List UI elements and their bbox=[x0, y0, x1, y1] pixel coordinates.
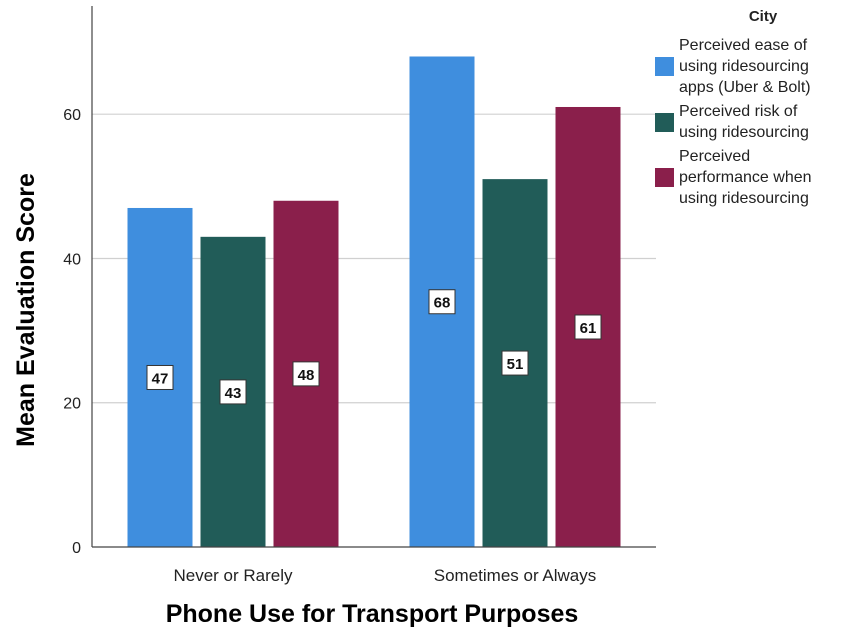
axes bbox=[91, 6, 656, 548]
y-axis-title: Mean Evaluation Score bbox=[12, 173, 40, 447]
data-label-box bbox=[574, 314, 602, 340]
legend-title: City bbox=[748, 8, 778, 25]
legend-items: Perceived ease of using ridesourcing app… bbox=[654, 35, 844, 209]
data-labels: 47 43 48 68 51 61 bbox=[146, 289, 602, 405]
legend-swatch bbox=[655, 57, 674, 76]
data-label-box bbox=[292, 361, 320, 387]
y-tick-label: 0 bbox=[72, 540, 81, 557]
data-label: 43 bbox=[225, 385, 242, 402]
bars bbox=[127, 56, 621, 547]
x-tick-label: Never or Rarely bbox=[173, 566, 293, 585]
data-label: 48 bbox=[298, 367, 315, 384]
y-tick-label: 40 bbox=[63, 251, 81, 268]
legend-swatch bbox=[655, 112, 674, 132]
data-label: 61 bbox=[580, 320, 597, 337]
y-tick-label: 60 bbox=[63, 107, 81, 124]
data-label: 68 bbox=[434, 295, 451, 312]
legend-swatch bbox=[655, 168, 674, 187]
y-tick-label: 20 bbox=[63, 396, 81, 413]
legend-item: Perceived ease of using ridesourcing app… bbox=[654, 35, 844, 98]
data-label: 47 bbox=[152, 370, 169, 387]
data-label-box bbox=[146, 364, 174, 390]
legend-item: Perceived performance when using ridesou… bbox=[654, 146, 844, 209]
data-label-box bbox=[428, 289, 456, 315]
data-label-box bbox=[219, 379, 247, 405]
legend-label: Perceived ease of using ridesourcing app… bbox=[679, 37, 811, 96]
x-axis-title: Phone Use for Transport Purposes bbox=[166, 600, 579, 628]
legend-item: Perceived risk of using ridesourcing bbox=[654, 101, 844, 143]
legend-label: Perceived risk of using ridesourcing bbox=[679, 103, 809, 141]
legend-label: Perceived performance when using ridesou… bbox=[679, 148, 812, 207]
x-tick-label: Sometimes or Always bbox=[434, 566, 597, 585]
legend: City Perceived ease of using ridesourcin… bbox=[654, 8, 844, 212]
tick-labels: 0 20 40 60 Never or Rarely Sometimes or Alway… bbox=[63, 107, 596, 585]
data-label-box bbox=[501, 350, 529, 376]
data-label: 51 bbox=[507, 356, 524, 373]
